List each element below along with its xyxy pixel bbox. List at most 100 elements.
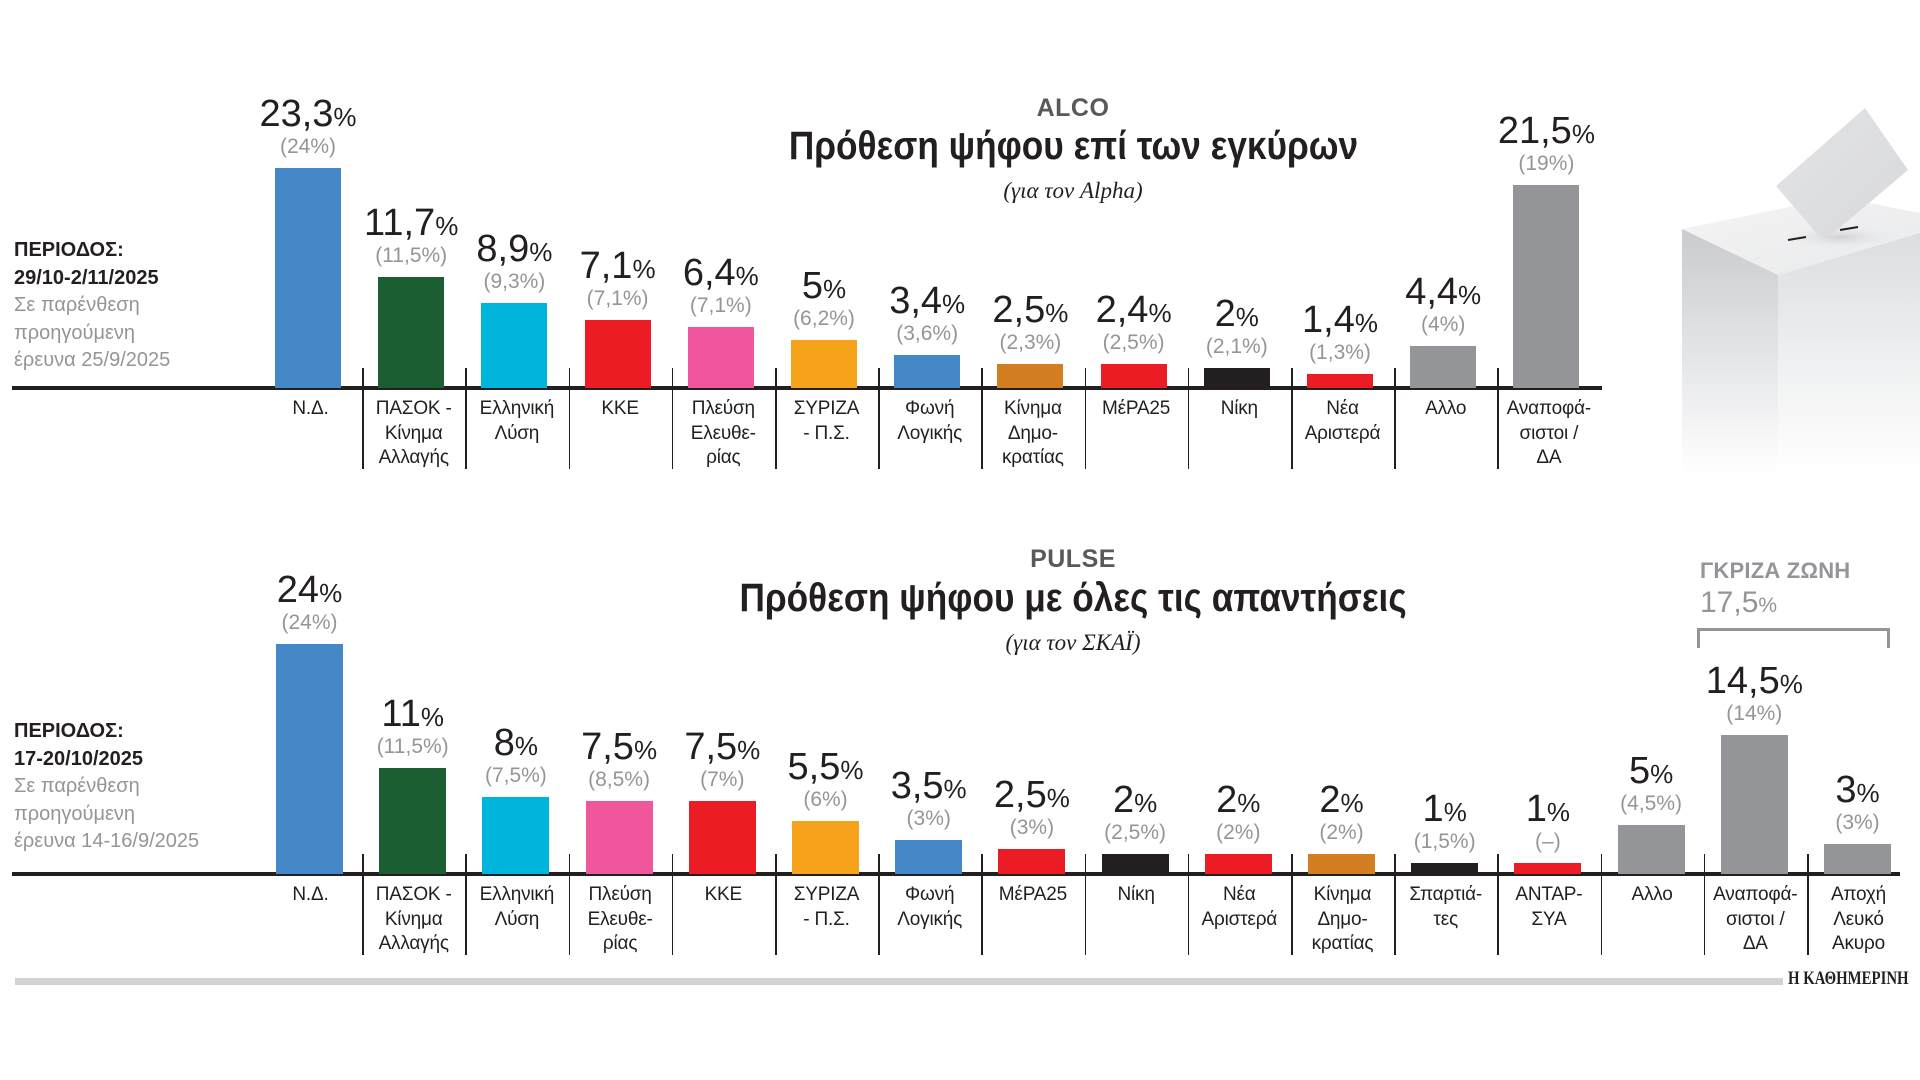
bar: [1203, 368, 1270, 388]
category-label: Φωνή Λογικής: [878, 397, 981, 446]
value-percent-sign: %: [632, 254, 656, 285]
category-label-line: Νίκη: [1117, 884, 1155, 905]
category-separator: [362, 854, 364, 955]
category-label: Φωνή Λογικής: [878, 883, 981, 932]
category-label-line: ΜέΡΑ25: [998, 884, 1067, 905]
chart2-period-block: ΠΕΡΙΟΔΟΣ: 17-20/10/2025 Σε παρένθεση προ…: [14, 718, 254, 856]
value-number: 11: [381, 693, 421, 736]
bar: [1617, 825, 1685, 874]
period-note: έρευνα 25/9/2025: [14, 349, 171, 371]
value-percent-sign: %: [943, 773, 967, 804]
category-label-line: ΜέΡΑ25: [1102, 398, 1171, 419]
previous-value-label: (3%): [1009, 816, 1055, 840]
value-label: 11,7%: [331, 203, 491, 246]
bar: [275, 167, 341, 388]
value-label: 7,5%: [642, 727, 802, 770]
category-label: Κίνημα Δημο-κρατίας: [1291, 883, 1394, 957]
value-label: 2,5%: [952, 775, 1112, 818]
bar: [895, 839, 963, 874]
category-label-line: Λύση: [494, 422, 540, 444]
category-label-line: Ελληνική: [479, 884, 555, 905]
value-number: 1: [1525, 788, 1547, 831]
value-percent-sign: %: [1046, 783, 1070, 814]
bar: [1824, 844, 1891, 874]
value-percent-sign: %: [319, 578, 343, 609]
value-percent-sign: %: [1571, 118, 1595, 149]
category-label: Αναποφά-σιστοι / ΔΑ: [1497, 397, 1600, 471]
category-separator: [981, 854, 983, 955]
category-label-line: Δημο-: [1007, 422, 1058, 444]
gray-zone-number: 17,5: [1700, 586, 1759, 619]
bar: [1514, 863, 1582, 874]
value-label: 4,4%: [1363, 272, 1523, 315]
value-number: 4,4: [1405, 270, 1459, 313]
value-number: 3,4: [889, 280, 943, 323]
bar: [379, 768, 447, 874]
previous-value-label: (–): [1535, 830, 1561, 854]
category-label: ΣΥΡΙΖΑ - Π.Σ.: [775, 397, 878, 446]
category-separator: [1291, 854, 1293, 955]
bar: [276, 644, 343, 874]
category-label-line: ΣΥΑ: [1531, 908, 1567, 930]
category-separator: [775, 854, 777, 955]
category-label-line: ΣΥΡΙΖΑ: [793, 398, 860, 419]
chart1-pollster: ALCO: [1036, 94, 1110, 122]
category-label: ΚΚΕ: [672, 883, 775, 908]
category-separator: [1497, 854, 1499, 955]
category-separator: [1703, 854, 1706, 955]
category-separator: [1497, 368, 1499, 469]
previous-value-label: (24%): [279, 134, 337, 158]
value-label: 2%: [1055, 780, 1215, 823]
value-label: 11%: [333, 694, 493, 737]
value-number: 7,1: [579, 245, 633, 288]
bar: [997, 363, 1064, 388]
value-number: 7,5: [581, 726, 634, 769]
bar: [894, 355, 961, 388]
category-label-line: ΠΑΣΟΚ -: [375, 398, 452, 419]
category-label: Νέα Αριστερά: [1291, 397, 1394, 446]
bar: [585, 801, 653, 874]
x-axis-baseline: [12, 872, 1900, 876]
value-percent-sign: %: [840, 754, 864, 785]
gray-zone-title: ΓΚΡΙΖΑ ΖΩΝΗ: [1700, 558, 1851, 583]
category-label-line: Αναποφά-: [1506, 398, 1592, 419]
publisher-logo-text: Η ΚΑΘΗΜΕΡΙΝΗ: [1788, 968, 1909, 989]
category-label: Πλεύση Ελευθε-ρίας: [672, 397, 775, 471]
category-label: Αναποφά-σιστοι / ΔΑ: [1704, 883, 1807, 957]
category-separator: [1394, 854, 1396, 955]
category-label: ΠΑΣΟΚ - Κίνημα Αλλαγής: [362, 397, 465, 471]
value-percent-sign: %: [1148, 298, 1172, 329]
category-label-line: Αποχή: [1830, 884, 1887, 905]
previous-value-label: (11,5%): [376, 735, 449, 759]
value-number: 2,5: [992, 288, 1046, 331]
chart1-title-text: Πρόθεση ψήφου επί των εγκύρων: [788, 124, 1358, 168]
value-label: 8%: [436, 723, 596, 766]
category-label-line: Πλεύση: [588, 884, 652, 905]
value-number: 8,9: [476, 228, 530, 271]
bar: [688, 801, 756, 874]
value-number: 2,5: [993, 774, 1047, 817]
bar: [998, 849, 1066, 874]
previous-value-label: (11,5%): [375, 244, 448, 268]
period-note: προηγούμενη: [14, 802, 136, 825]
period-note: έρευνα 14-16/9/2025: [14, 830, 200, 852]
category-label: ΣΥΡΙΖΑ - Π.Σ.: [775, 883, 878, 932]
value-percent-sign: %: [1340, 787, 1364, 818]
value-label: 23,3%: [228, 94, 388, 137]
category-label: ΚΚΕ: [569, 397, 672, 422]
category-label: Πλεύση Ελευθε-ρίας: [569, 883, 672, 957]
previous-value-label: (6,2%): [793, 307, 855, 330]
value-number: 2,4: [1095, 289, 1149, 332]
category-label: Κίνημα Δημο-κρατίας: [981, 397, 1084, 471]
previous-value-label: (1,3%): [1309, 340, 1371, 364]
category-label-line: ΔΑ: [1536, 447, 1562, 468]
value-percent-sign: %: [1546, 797, 1571, 828]
category-label-line: Λογικής: [897, 422, 963, 444]
value-label: 1%: [1468, 789, 1628, 832]
category-label: Νίκη: [1188, 397, 1291, 422]
bar: [584, 320, 651, 388]
value-percent-sign: %: [942, 289, 966, 320]
previous-value-label: (7,1%): [586, 287, 649, 311]
footer-rule: [15, 978, 1783, 985]
value-percent-sign: %: [735, 260, 759, 291]
